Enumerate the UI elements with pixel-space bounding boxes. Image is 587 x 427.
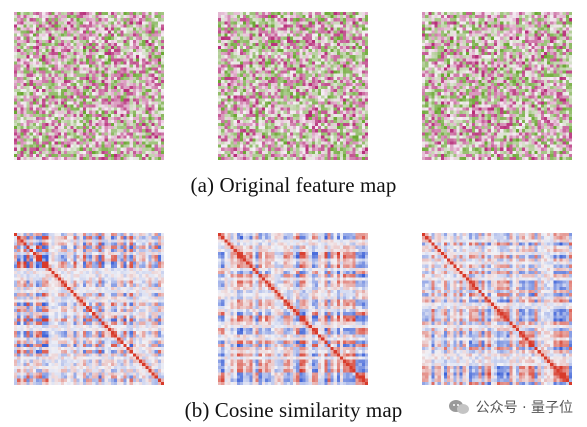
watermark: 公众号 · 量子位 [448,397,573,417]
caption-b: (b) Cosine similarity map [184,398,403,422]
original-feature-map-2 [218,12,368,160]
cosine-similarity-map-1 [14,233,164,385]
original-feature-map-3 [422,12,572,160]
cosine-similarity-map-2 [218,233,368,385]
wechat-icon [448,400,469,414]
cosine-similarity-map-3 [422,233,572,385]
original-feature-map-1 [14,12,164,160]
watermark-text: 公众号 · 量子位 [475,400,573,416]
caption-a: (a) Original feature map [190,173,397,197]
